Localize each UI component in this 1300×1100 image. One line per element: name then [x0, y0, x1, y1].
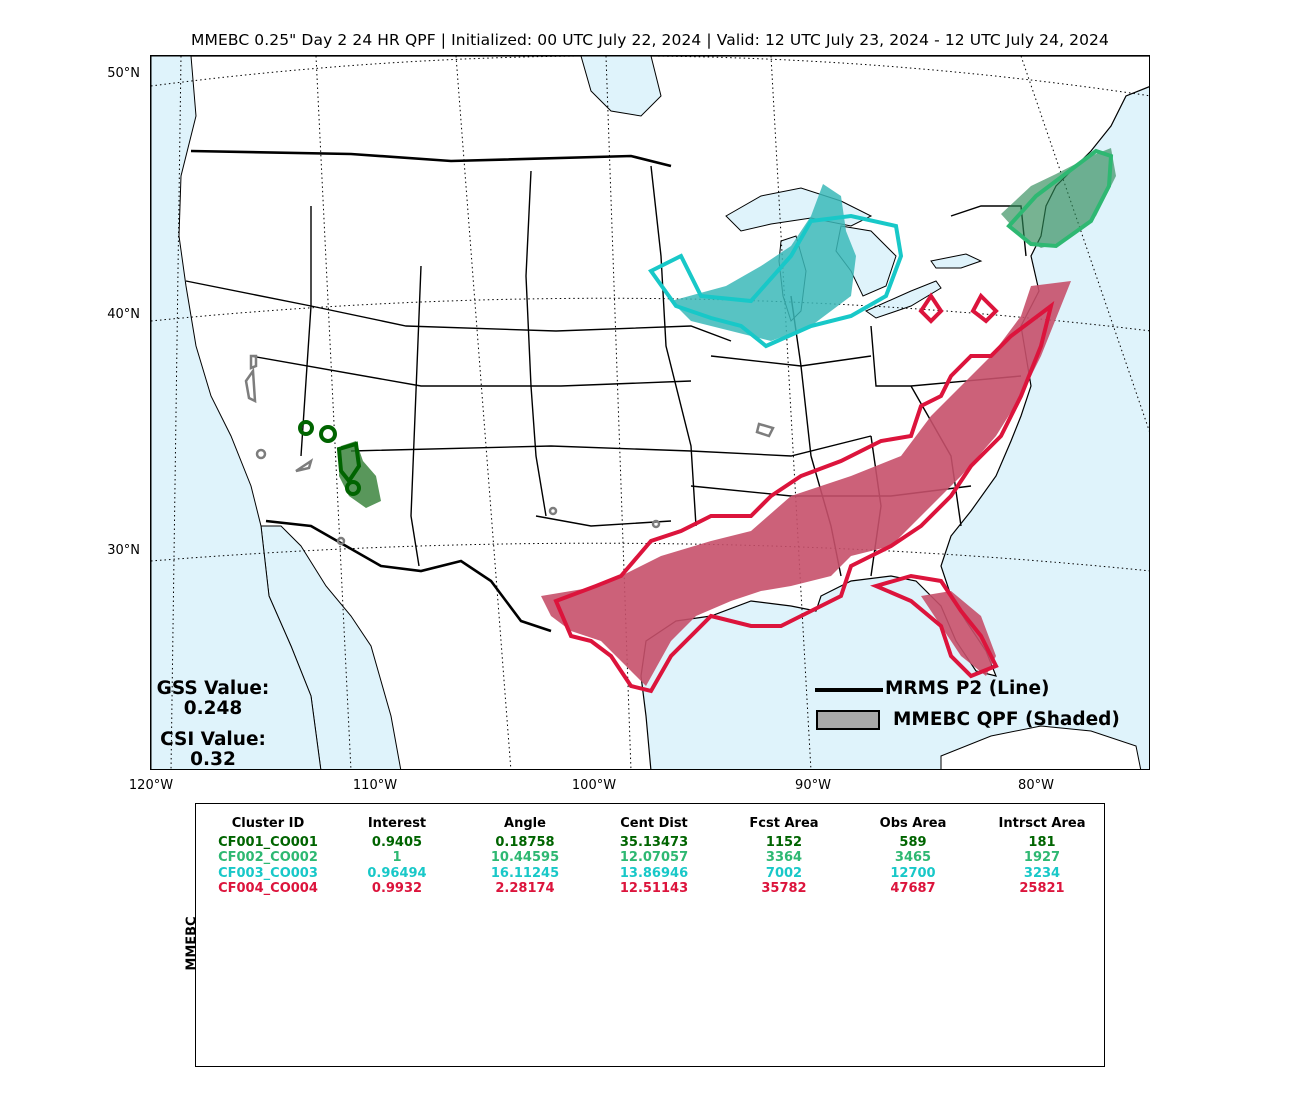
- header-intrsct-area: Intrsct Area: [998, 816, 1086, 831]
- header-interest: Interest: [367, 816, 427, 831]
- cell-intrsct-area: 181: [1028, 835, 1056, 850]
- cell-intrsct-area: 1927: [1023, 850, 1061, 865]
- table-header-row: Cluster ID Interest Angle Cent Dist Fcst…: [196, 816, 1106, 832]
- cell-angle: 2.28174: [495, 881, 555, 896]
- cell-cent-dist: 13.86946: [619, 866, 689, 881]
- cell-angle: 10.44595: [490, 850, 560, 865]
- cell-interest: 1: [392, 850, 402, 865]
- cell-cluster-id: CF004_CO004: [218, 881, 318, 896]
- table-row: CF004_CO004 0.9932 2.28174 12.51143 3578…: [196, 881, 1106, 897]
- cell-angle: 16.11245: [490, 866, 560, 881]
- cell-cent-dist: 12.07057: [619, 850, 689, 865]
- table-row: CF002_CO002 1 10.44595 12.07057 3364 346…: [196, 850, 1106, 866]
- cluster-cf002: [1001, 148, 1116, 249]
- csi-label: CSI Value:: [160, 729, 266, 750]
- legend-line-swatch: [815, 688, 883, 692]
- lat-label-40n: 40°N: [107, 307, 140, 322]
- pacific-coast: [151, 56, 322, 769]
- lat-label-30n: 30°N: [107, 543, 140, 558]
- header-obs-area: Obs Area: [879, 816, 947, 831]
- lat-label-50n: 50°N: [107, 66, 140, 81]
- lon-label-80w: 80°W: [1018, 778, 1054, 793]
- cell-obs-area: 47687: [890, 881, 936, 896]
- cell-cent-dist: 35.13473: [619, 835, 689, 850]
- lake-erie: [864, 280, 942, 319]
- lon-label-100w: 100°W: [571, 778, 617, 793]
- csi-value: 0.32: [190, 749, 236, 770]
- header-cluster-id: Cluster ID: [231, 816, 305, 831]
- cluster-table: Cluster ID Interest Angle Cent Dist Fcst…: [195, 803, 1105, 1067]
- cluster-cf003: [648, 184, 904, 349]
- lon-label-110w: 110°W: [352, 778, 398, 793]
- lon-label-90w: 90°W: [795, 778, 831, 793]
- cell-obs-area: 3465: [894, 850, 932, 865]
- map-panel: [150, 55, 1150, 770]
- header-cent-dist: Cent Dist: [620, 816, 688, 831]
- gss-value: 0.248: [183, 698, 243, 719]
- header-angle: Angle: [504, 816, 546, 831]
- map-canvas: [151, 56, 1149, 769]
- cell-cluster-id: CF002_CO002: [218, 850, 318, 865]
- cell-obs-area: 12700: [890, 866, 936, 881]
- cell-obs-area: 589: [899, 835, 927, 850]
- cell-interest: 0.9932: [371, 881, 423, 896]
- unmatched-outlines: [244, 354, 775, 546]
- cell-fcst-area: 7002: [765, 866, 803, 881]
- cuba: [940, 725, 1142, 769]
- gss-label: GSS Value:: [156, 678, 270, 699]
- cell-interest: 0.9405: [371, 835, 423, 850]
- hudson-bay: [580, 56, 662, 117]
- figure-title: MMEBC 0.25" Day 2 24 HR QPF | Initialize…: [191, 31, 1109, 49]
- cluster-cf001: [298, 420, 381, 508]
- cell-cent-dist: 12.51143: [619, 881, 689, 896]
- cell-intrsct-area: 3234: [1023, 866, 1061, 881]
- lake-ontario: [930, 253, 983, 269]
- cluster-cf004: [541, 281, 1071, 694]
- lon-label-120w: 120°W: [128, 778, 174, 793]
- cell-cluster-id: CF003_CO003: [218, 866, 318, 881]
- table-row: CF003_CO003 0.96494 16.11245 13.86946 70…: [196, 866, 1106, 882]
- cell-cluster-id: CF001_CO001: [218, 835, 318, 850]
- table-row: CF001_CO001 0.9405 0.18758 35.13473 1152…: [196, 835, 1106, 851]
- cell-fcst-area: 35782: [761, 881, 807, 896]
- legend-shaded-swatch: [816, 710, 880, 730]
- legend-shaded-label: MMEBC QPF (Shaded): [893, 709, 1120, 730]
- cell-fcst-area: 1152: [765, 835, 803, 850]
- cell-angle: 0.18758: [495, 835, 555, 850]
- cell-fcst-area: 3364: [765, 850, 803, 865]
- cell-intrsct-area: 25821: [1019, 881, 1065, 896]
- header-fcst-area: Fcst Area: [749, 816, 819, 831]
- cell-interest: 0.96494: [367, 866, 427, 881]
- legend-line-label: MRMS P2 (Line): [885, 678, 1050, 699]
